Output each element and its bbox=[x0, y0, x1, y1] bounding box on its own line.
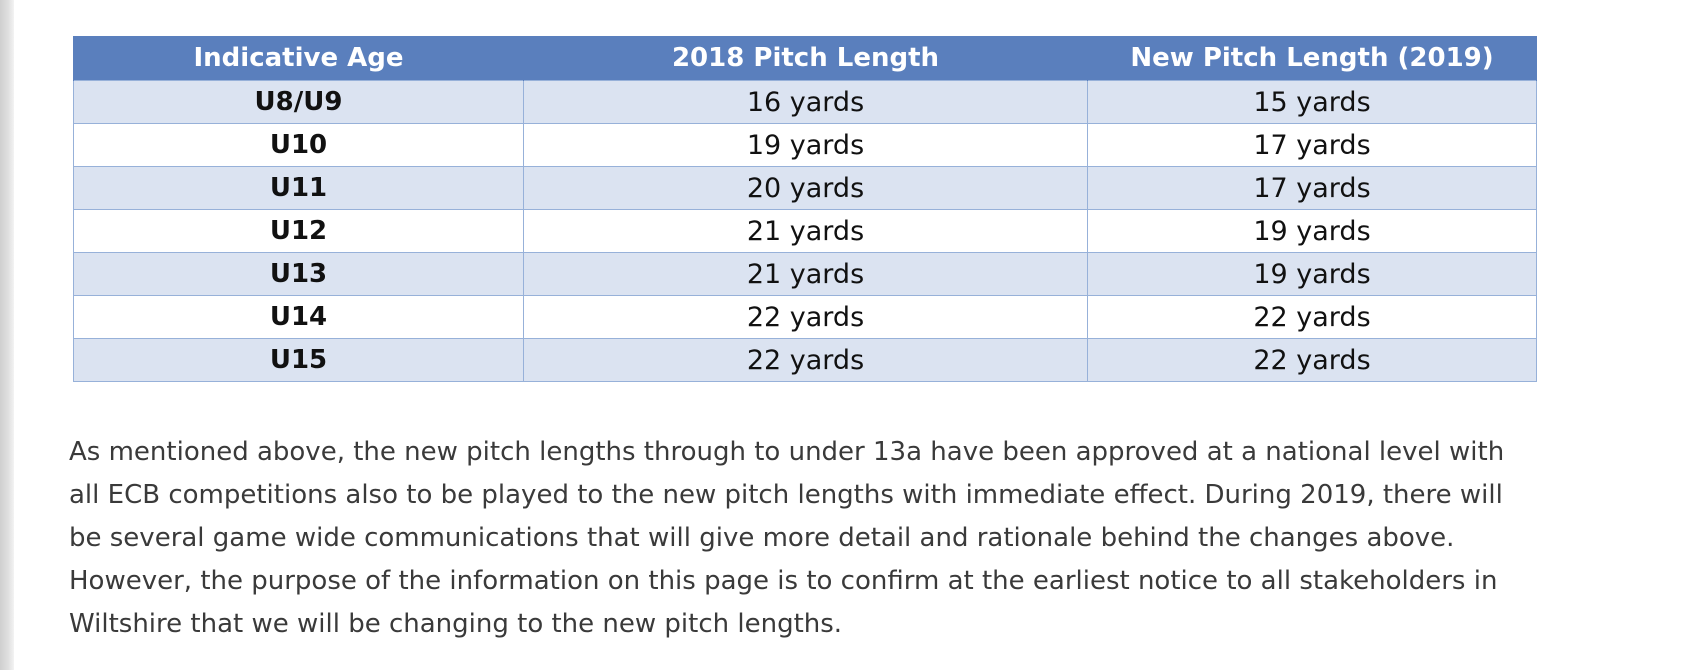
table-row: U8/U9 16 yards 15 yards bbox=[73, 80, 1537, 124]
header-new-pitch-length-2019: New Pitch Length (2019) bbox=[1087, 36, 1537, 81]
pitch-2019-cell: 19 yards bbox=[1087, 252, 1537, 296]
age-cell: U10 bbox=[73, 123, 524, 167]
age-cell: U11 bbox=[73, 166, 524, 210]
table-row: U10 19 yards 17 yards bbox=[73, 123, 1537, 167]
header-2018-pitch-length: 2018 Pitch Length bbox=[523, 36, 1088, 81]
age-cell: U13 bbox=[73, 252, 524, 296]
paragraph-line: However, the purpose of the information … bbox=[69, 566, 1498, 596]
pitch-2019-cell: 17 yards bbox=[1087, 166, 1537, 210]
paragraph-line: be several game wide communications that… bbox=[69, 523, 1455, 553]
table-row: U13 21 yards 19 yards bbox=[73, 252, 1537, 296]
pitch-length-table: Indicative Age 2018 Pitch Length New Pit… bbox=[73, 36, 1537, 382]
pitch-length-table-container: Indicative Age 2018 Pitch Length New Pit… bbox=[73, 36, 1537, 382]
pitch-2019-cell: 17 yards bbox=[1087, 123, 1537, 167]
header-indicative-age: Indicative Age bbox=[73, 36, 524, 81]
pitch-2018-cell: 21 yards bbox=[523, 209, 1088, 253]
table-row: U11 20 yards 17 yards bbox=[73, 166, 1537, 210]
pitch-2018-cell: 21 yards bbox=[523, 252, 1088, 296]
table-row: U14 22 yards 22 yards bbox=[73, 295, 1537, 339]
pitch-2018-cell: 22 yards bbox=[523, 295, 1088, 339]
pitch-2018-cell: 20 yards bbox=[523, 166, 1088, 210]
paragraph-line: As mentioned above, the new pitch length… bbox=[69, 437, 1505, 467]
table-header-row: Indicative Age 2018 Pitch Length New Pit… bbox=[73, 36, 1537, 81]
paragraph-line: all ECB competitions also to be played t… bbox=[69, 480, 1503, 510]
paragraph-line: Wiltshire that we will be changing to th… bbox=[69, 609, 843, 639]
age-cell: U14 bbox=[73, 295, 524, 339]
pitch-2019-cell: 15 yards bbox=[1087, 80, 1537, 124]
pitch-2018-cell: 22 yards bbox=[523, 338, 1088, 382]
pitch-2019-cell: 22 yards bbox=[1087, 338, 1537, 382]
pitch-2019-cell: 22 yards bbox=[1087, 295, 1537, 339]
table-row: U15 22 yards 22 yards bbox=[73, 338, 1537, 382]
body-paragraph: As mentioned above, the new pitch length… bbox=[69, 431, 1669, 646]
age-cell: U8/U9 bbox=[73, 80, 524, 124]
pitch-2018-cell: 19 yards bbox=[523, 123, 1088, 167]
page-left-edge bbox=[0, 0, 14, 670]
pitch-2018-cell: 16 yards bbox=[523, 80, 1088, 124]
age-cell: U12 bbox=[73, 209, 524, 253]
age-cell: U15 bbox=[73, 338, 524, 382]
pitch-2019-cell: 19 yards bbox=[1087, 209, 1537, 253]
table-row: U12 21 yards 19 yards bbox=[73, 209, 1537, 253]
